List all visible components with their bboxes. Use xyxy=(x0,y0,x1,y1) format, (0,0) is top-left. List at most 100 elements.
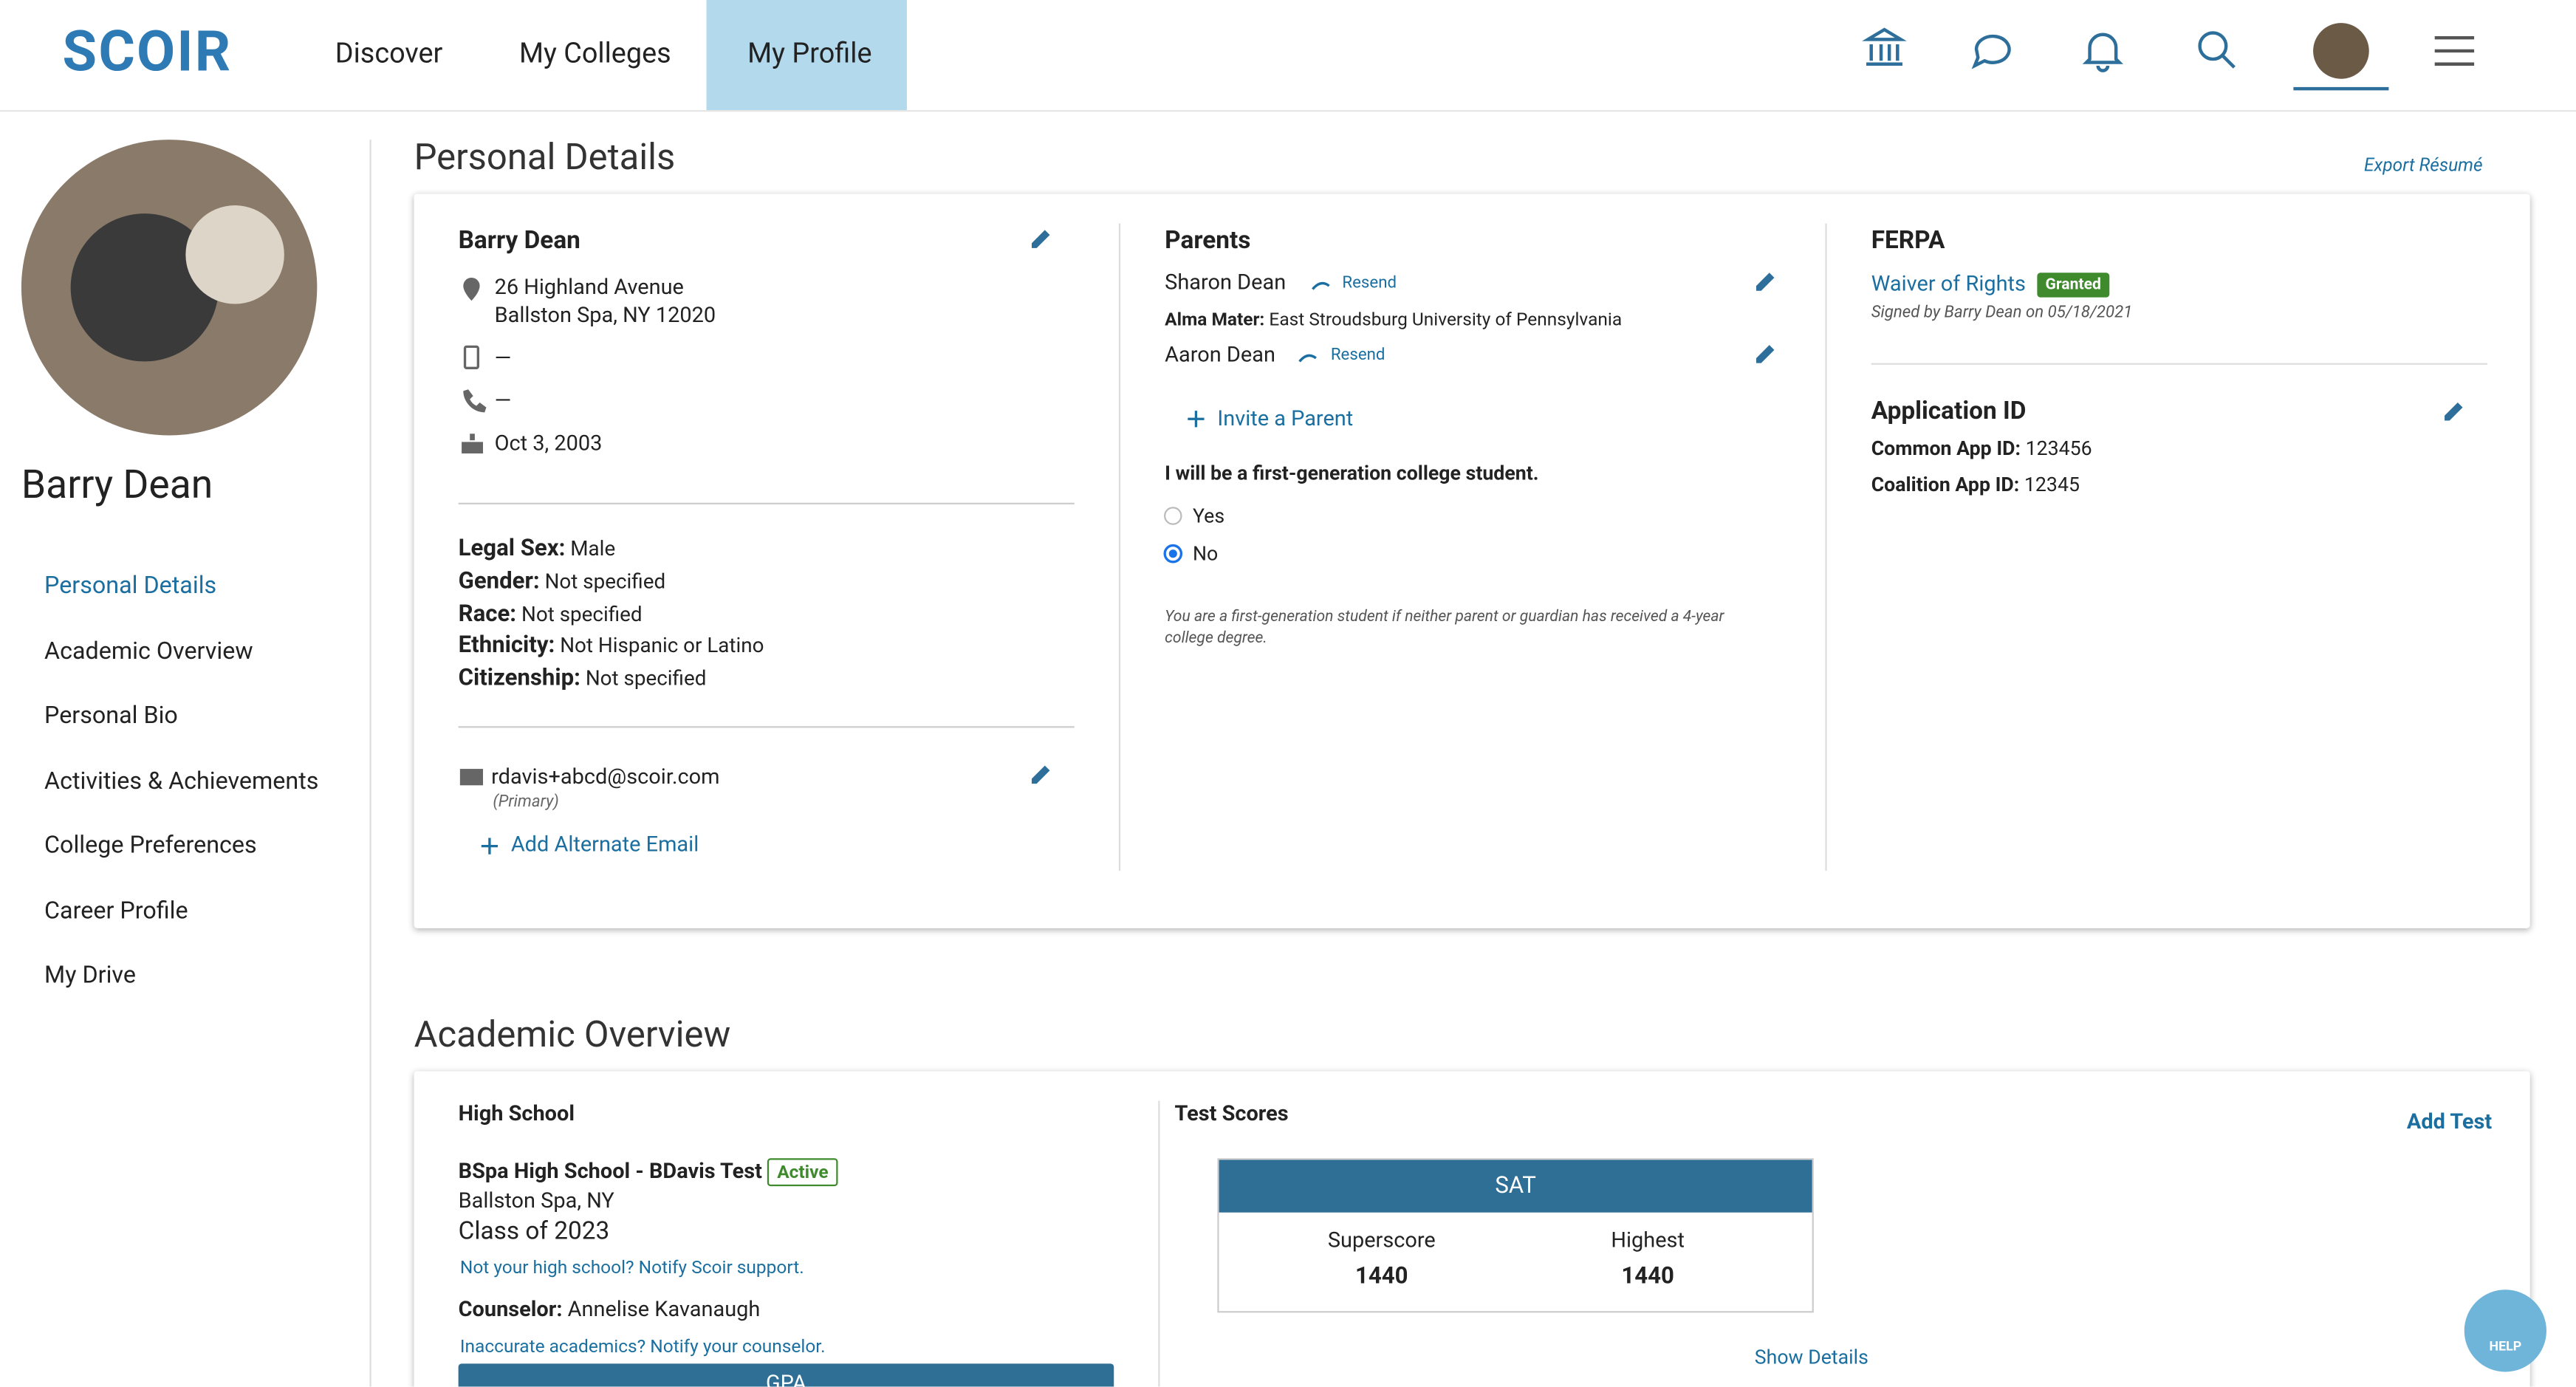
help-button[interactable]: HELP xyxy=(2464,1290,2546,1372)
hs-location: Ballston Spa, NY xyxy=(458,1189,614,1214)
sat-header: SAT xyxy=(1219,1160,1812,1213)
personal-card xyxy=(414,194,2530,928)
sidebar-link[interactable]: Personal Details xyxy=(44,572,217,600)
demographic-row: Citizenship: Not specified xyxy=(459,665,707,692)
nav-item[interactable]: My Profile xyxy=(747,38,872,71)
brand[interactable]: SCOIR xyxy=(62,19,233,86)
demographic-row: Ethnicity: Not Hispanic or Latino xyxy=(459,633,764,660)
college-icon xyxy=(1862,27,1907,66)
parent-name: Sharon Dean xyxy=(1165,271,1287,296)
academic-card xyxy=(414,1071,2530,1387)
sidebar-divider xyxy=(369,140,371,1387)
avatar xyxy=(21,140,318,436)
app-id-row: Coalition App ID: 12345 xyxy=(1871,473,2080,496)
divider xyxy=(458,502,1075,504)
header xyxy=(0,0,2576,112)
question: I will be a first-generation college stu… xyxy=(1165,462,1539,485)
col-divider xyxy=(1118,223,1121,871)
signed: Signed by Barry Dean on 05/18/2021 xyxy=(1871,304,2133,323)
first-gen-note: You are a first-generation student if ne… xyxy=(1165,608,1724,648)
score-label: Superscore xyxy=(1327,1228,1436,1254)
ferpa-heading: FERPA xyxy=(1871,225,1945,255)
divider xyxy=(1871,363,2487,365)
label: Counselor: xyxy=(458,1298,563,1323)
app-id-row: Common App ID: 123456 xyxy=(1871,437,2092,460)
profile-name: Barry Dean xyxy=(21,462,213,508)
parent-name: Aaron Dean xyxy=(1165,343,1275,369)
header-icons xyxy=(1862,23,2475,91)
alma-mater: Alma Mater: East Stroudsburg University … xyxy=(1165,309,1622,330)
sat-card xyxy=(1217,1158,1814,1313)
col-divider xyxy=(1158,1100,1160,1387)
label: Legal Sex: xyxy=(458,535,566,562)
resend[interactable]: Resend xyxy=(1330,346,1385,365)
counselor: Counselor: Annelise Kavanaugh xyxy=(459,1298,761,1322)
export-link[interactable]: Export Résumé xyxy=(2364,154,2483,177)
value: 12345 xyxy=(2024,473,2080,496)
email-note: (Primary) xyxy=(493,793,559,812)
invite-parent[interactable]: Invite a Parent xyxy=(1217,407,1354,433)
add-test[interactable]: Add Test xyxy=(2406,1110,2493,1136)
sidebar-link[interactable]: Career Profile xyxy=(44,896,188,925)
waiver-link[interactable]: Waiver of Rights xyxy=(1871,273,2026,298)
value: Not specified xyxy=(521,602,643,627)
nav-item[interactable]: My Colleges xyxy=(518,38,671,71)
label: Race: xyxy=(458,600,517,627)
resend[interactable]: Resend xyxy=(1342,274,1397,292)
label: Ethnicity: xyxy=(458,633,555,660)
nav-item[interactable]: Discover xyxy=(335,38,443,71)
value: Male xyxy=(570,537,616,562)
demographic-row: Gender: Not specified xyxy=(459,568,666,595)
value: Not specified xyxy=(544,569,666,595)
score-value: 1440 xyxy=(1355,1263,1408,1290)
contact-name: Barry Dean xyxy=(458,225,580,255)
sidebar-link[interactable]: My Drive xyxy=(44,961,136,990)
add-email[interactable]: Add Alternate Email xyxy=(510,832,699,858)
label: Citizenship: xyxy=(458,665,580,692)
sidebar-link[interactable]: Personal Bio xyxy=(44,701,178,730)
demographic-row: Race: Not specified xyxy=(459,600,643,627)
menu-icon xyxy=(2434,35,2475,66)
class-year: Class of 2023 xyxy=(458,1216,610,1246)
divider xyxy=(458,726,1075,728)
app-id-heading: Application ID xyxy=(1871,396,2027,426)
score-value: 1440 xyxy=(1621,1263,1674,1290)
score-label: Highest xyxy=(1611,1228,1685,1254)
demographic-row: Legal Sex: Male xyxy=(459,535,616,562)
email: rdavis+abcd@scoir.com xyxy=(491,765,720,790)
sidebar-link[interactable]: College Preferences xyxy=(44,831,257,860)
show-details[interactable]: Show Details xyxy=(1754,1345,1868,1369)
col-divider xyxy=(1825,223,1827,871)
nav-active-bg xyxy=(706,0,907,111)
label: Coalition App ID: xyxy=(1871,473,2020,496)
value: Not specified xyxy=(585,667,707,692)
section-heading: Academic Overview xyxy=(414,1015,731,1057)
notify-link[interactable]: Not your high school? Notify Scoir suppo… xyxy=(459,1256,804,1278)
inaccurate-link[interactable]: Inaccurate academics? Notify your counse… xyxy=(459,1335,826,1357)
value: Not Hispanic or Latino xyxy=(560,634,764,660)
alma-value: East Stroudsburg University of Pennsylva… xyxy=(1269,309,1623,331)
label: Gender: xyxy=(458,568,540,595)
school: BSpa High School - BDavis Test xyxy=(458,1160,762,1185)
mobile: — xyxy=(494,346,512,371)
tests-heading: Test Scores xyxy=(1174,1102,1289,1128)
avatar-small xyxy=(2313,23,2369,79)
phone: — xyxy=(494,389,512,414)
sidebar-link[interactable]: Academic Overview xyxy=(44,636,253,665)
chat-icon xyxy=(1971,34,2011,69)
label: Common App ID: xyxy=(1871,436,2021,460)
option[interactable]: No xyxy=(1192,542,1219,566)
parents-heading: Parents xyxy=(1165,225,1251,255)
value: Annelise Kavanaugh xyxy=(567,1298,761,1323)
option[interactable]: Yes xyxy=(1192,504,1225,528)
active-badge: Active xyxy=(767,1158,838,1187)
address-line: 26 Highland Avenue xyxy=(494,275,684,301)
search-icon xyxy=(2198,31,2228,61)
granted-badge: Granted xyxy=(2037,273,2110,298)
gpa-header: GPA xyxy=(458,1363,1114,1387)
bell-icon xyxy=(2082,32,2123,72)
sidebar-link[interactable]: Activities & Achievements xyxy=(44,766,319,795)
avatar-underline xyxy=(2293,86,2389,91)
hs-heading: High School xyxy=(458,1102,575,1128)
